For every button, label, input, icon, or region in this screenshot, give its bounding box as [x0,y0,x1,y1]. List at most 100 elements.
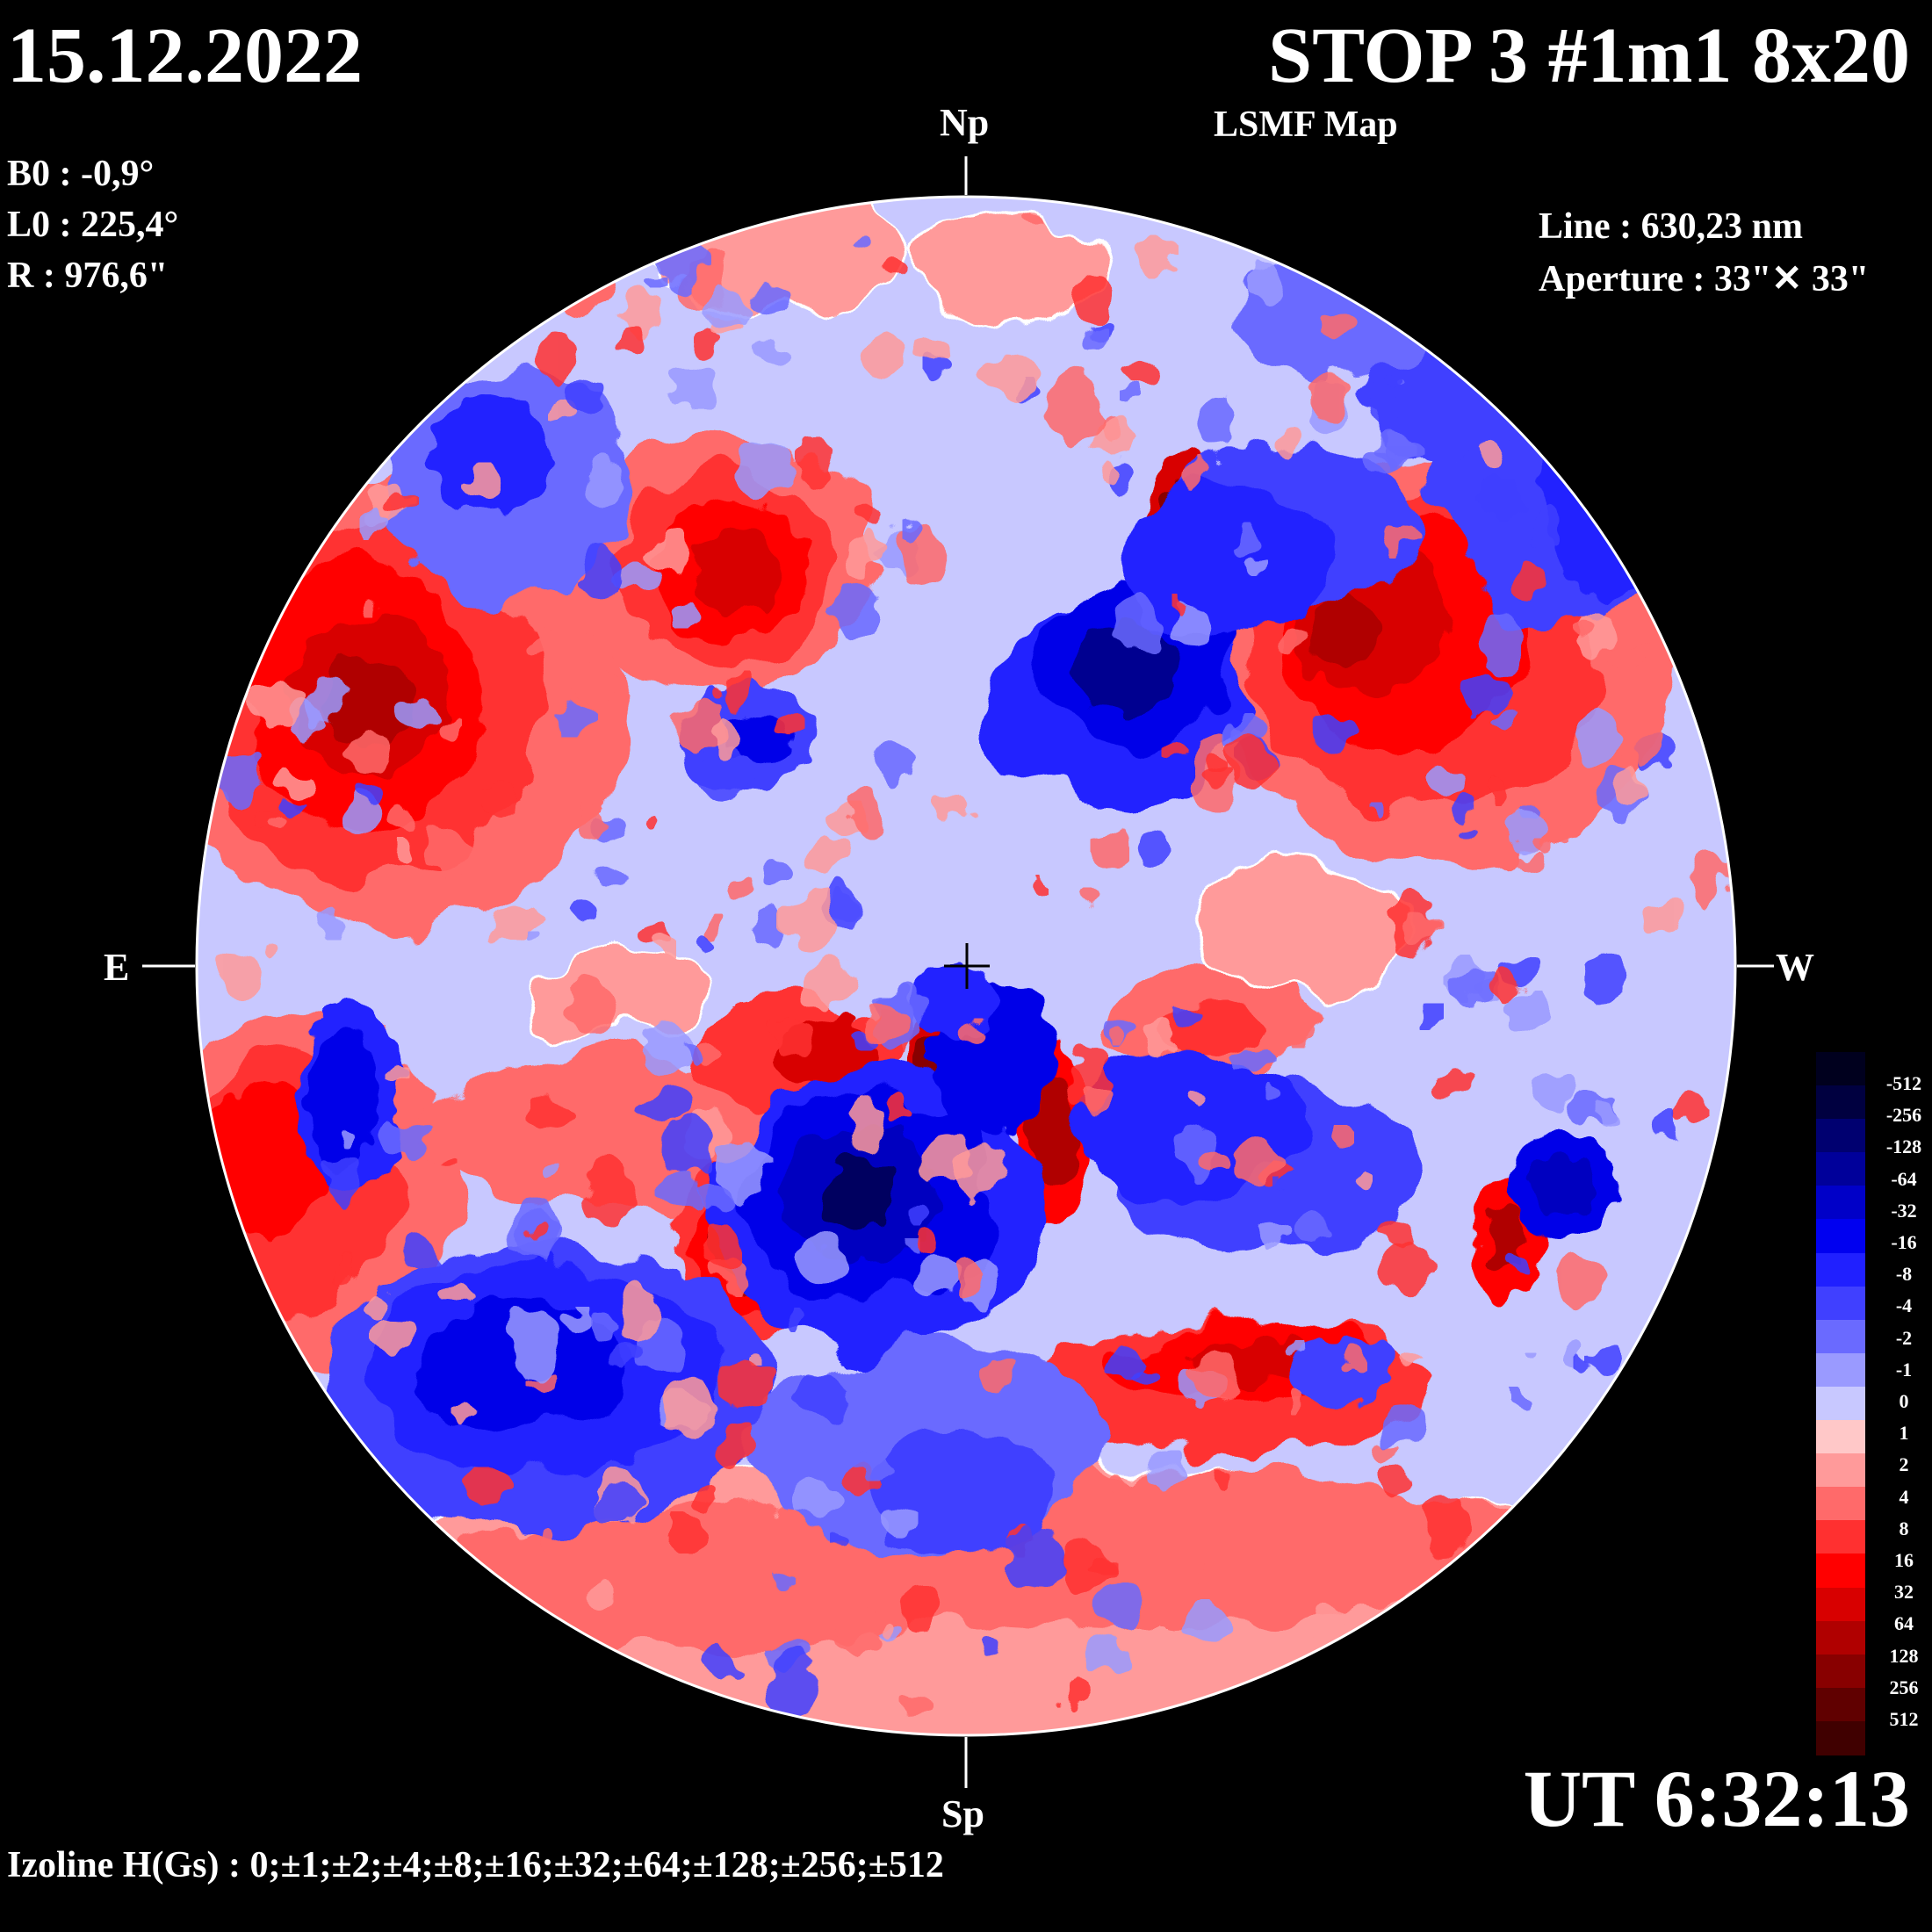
field-speckle [1229,528,1258,557]
field-speckle [1402,1355,1421,1371]
field-speckle [905,1690,932,1719]
field-speckle [1129,1369,1157,1389]
field-speckle [1258,1218,1292,1251]
colorbar-label: 512 [1889,1708,1919,1730]
colorbar-swatch [1816,1085,1865,1121]
field-speckle [1099,1588,1140,1626]
field-speckle [463,1472,507,1501]
field-speckle [531,1373,562,1393]
field-speckle [1060,1539,1112,1592]
izoline-levels: Izoline H(Gs) : 0;±1;±2;±4;±8;±16;±32;±6… [7,1845,944,1885]
field-speckle [764,1651,816,1723]
colorbar-label: 32 [1894,1581,1914,1604]
field-speckle [900,1589,938,1628]
field-speckle [789,1311,804,1329]
field-speckle [848,530,883,575]
disk-limb [195,195,1737,1737]
field-speckle [587,1582,613,1608]
field-speckle [1366,393,1396,430]
field-speckle [1308,1604,1344,1640]
colorbar-swatch [1816,1386,1865,1422]
field-speckle [1366,804,1384,818]
field-speckle [1010,1525,1063,1594]
field-speckle [1224,737,1272,789]
colorbar-swatch [1816,1152,1865,1187]
field-speckle [1476,613,1522,674]
colorbar-swatch [1816,1520,1865,1555]
field-speckle [394,703,437,730]
field-speckle [1294,1390,1312,1411]
field-speckle [1172,609,1210,652]
field-speckle [927,794,970,820]
positive-field-region [694,527,782,615]
field-speckle [752,342,788,366]
field-speckle [1651,1106,1681,1138]
field-speckle [390,807,415,833]
field-speckle [378,1120,429,1160]
colorbar-label: -1 [1895,1358,1913,1381]
field-speckle [698,749,749,801]
field-speckle [1618,768,1649,804]
field-speckle [980,1637,999,1657]
field-speckle [1114,601,1157,651]
negative-field-region [1537,316,1677,597]
field-speckle [1479,440,1513,469]
field-speckle [851,235,869,246]
field-speckle [1489,773,1511,801]
field-speckle [805,961,858,1006]
field-speckle [854,1453,890,1476]
colorbar-swatch [1816,1587,1865,1622]
positive-field-region [903,209,1117,318]
negative-field-region [1071,624,1177,711]
positive-field-region [1308,597,1379,667]
field-speckle [695,1485,717,1514]
colorbar-label: 2 [1899,1453,1909,1476]
field-speckle [1303,372,1348,416]
colorbar-swatch [1816,1654,1865,1689]
field-speckle [835,1603,881,1655]
field-speckle [1353,1170,1370,1192]
field-speckle [596,1487,639,1521]
field-speckle [1080,891,1105,911]
field-speckle [670,595,702,624]
field-speckle [422,824,474,877]
field-speckle [724,1358,769,1413]
field-speckle [1181,1606,1225,1640]
field-speckle [662,1174,704,1211]
field-speckle [1123,380,1143,403]
field-speckle [800,1236,845,1283]
field-speckle [910,1253,960,1294]
colorbar-label: 64 [1894,1612,1914,1635]
field-speckle [1193,1568,1227,1592]
field-speckle [1509,1390,1539,1410]
field-speckle [1073,274,1113,323]
field-speckle [263,944,280,959]
colorbar-label: 1 [1899,1422,1909,1445]
colorbar-label: -64 [1891,1167,1917,1190]
field-speckle [865,1006,912,1039]
field-speckle [1109,1475,1133,1495]
field-speckle [376,1316,411,1357]
negative-field-region [913,966,1001,1036]
field-speckle [1279,429,1299,458]
field-speckle [348,731,388,772]
field-speckle [388,1064,407,1086]
field-speckle [787,887,839,952]
field-speckle [1173,1130,1215,1177]
negative-field-region [1124,483,1335,641]
field-speckle [708,1430,760,1470]
negative-field-region [825,1159,896,1229]
observation-date: 15.12.2022 [7,12,363,99]
field-speckle [1323,308,1357,335]
field-speckle [264,815,287,832]
field-speckle [982,351,1033,400]
field-speckle [1376,374,1401,390]
field-speckle [595,867,625,888]
field-speckle [1386,435,1412,466]
field-speckle [1121,356,1163,382]
field-speckle [1232,718,1267,744]
field-speckle [1423,1007,1440,1027]
field-speckle [883,1502,912,1539]
field-speckle [1460,830,1480,844]
field-speckle [1089,1556,1114,1572]
